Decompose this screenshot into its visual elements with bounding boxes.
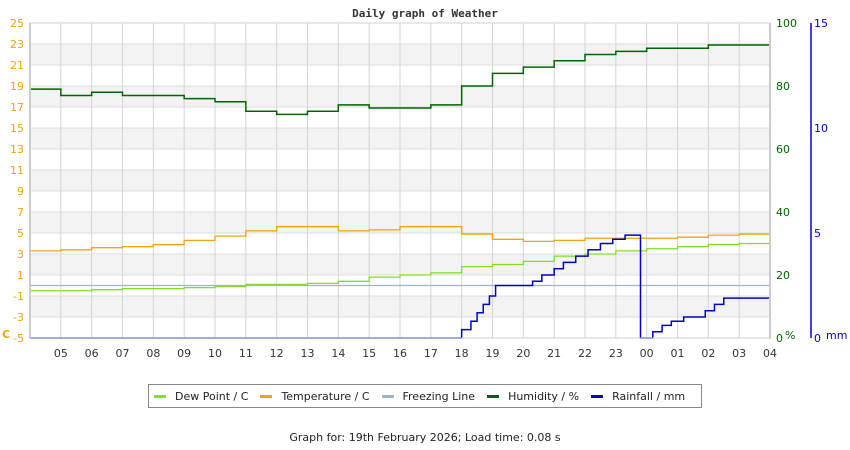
- svg-text:11: 11: [10, 164, 24, 177]
- rainfall-swatch-icon: [591, 394, 604, 398]
- svg-text:15: 15: [10, 122, 24, 135]
- legend-item-freezing-line: Freezing Line: [381, 389, 476, 403]
- svg-text:23: 23: [10, 38, 24, 51]
- svg-text:10: 10: [814, 122, 828, 135]
- svg-text:20: 20: [776, 269, 790, 282]
- svg-text:60: 60: [776, 143, 790, 156]
- svg-text:19: 19: [486, 347, 500, 360]
- chart-title: Daily graph of Weather: [352, 7, 498, 20]
- rainfall-axis-ticks: 0 5 10 15: [814, 17, 828, 345]
- svg-text:18: 18: [455, 347, 469, 360]
- legend-item-humidity: Humidity / %: [487, 390, 579, 403]
- plot-axes: [29, 22, 812, 339]
- svg-text:16: 16: [393, 347, 407, 360]
- legend-label: Rainfall / mm: [612, 389, 686, 403]
- svg-text:5: 5: [814, 227, 821, 240]
- svg-text:21: 21: [547, 347, 561, 360]
- svg-text:05: 05: [54, 347, 68, 360]
- legend-item-rainfall: Rainfall / mm: [591, 390, 685, 403]
- temperature-unit-label: C: [2, 328, 10, 341]
- svg-text:-5: -5: [13, 332, 24, 345]
- svg-text:11: 11: [239, 347, 253, 360]
- time-axis-ticks: 05 06 07 08 09 10 11 12 13 14 15 16 17 18 19 20 21 22 23 00…: [54, 347, 777, 360]
- svg-text:15: 15: [814, 17, 828, 30]
- svg-text:5: 5: [17, 227, 24, 240]
- svg-text:17: 17: [10, 101, 24, 114]
- legend-label: Dew Point / C: [175, 389, 249, 403]
- svg-text:100: 100: [776, 17, 797, 30]
- svg-text:80: 80: [776, 80, 790, 93]
- rainfall-unit-label: mm: [826, 329, 847, 342]
- svg-text:13: 13: [10, 143, 24, 156]
- svg-text:10: 10: [208, 347, 222, 360]
- svg-text:08: 08: [146, 347, 160, 360]
- svg-text:00: 00: [640, 347, 654, 360]
- svg-text:20: 20: [516, 347, 530, 360]
- svg-text:02: 02: [701, 347, 715, 360]
- svg-text:9: 9: [17, 185, 24, 198]
- svg-text:15: 15: [362, 347, 376, 360]
- svg-text:13: 13: [301, 347, 315, 360]
- svg-text:07: 07: [116, 347, 130, 360]
- svg-text:04: 04: [763, 347, 777, 360]
- chart-legend: Dew Point / C Temperature / C Freezing L…: [148, 384, 702, 408]
- svg-text:0: 0: [776, 332, 783, 345]
- svg-text:21: 21: [10, 59, 24, 72]
- svg-text:3: 3: [17, 248, 24, 261]
- plot-series: [30, 44, 771, 339]
- svg-text:09: 09: [177, 347, 191, 360]
- dew-point-swatch-icon: [154, 394, 166, 398]
- svg-text:01: 01: [671, 347, 685, 360]
- svg-text:-3: -3: [13, 311, 24, 324]
- temperature-swatch-icon: [260, 394, 273, 398]
- svg-text:40: 40: [776, 206, 790, 219]
- humidity-swatch-icon: [487, 394, 500, 398]
- graph-footer: Graph for: 19th February 2026; Load time…: [289, 431, 561, 444]
- legend-label: Humidity / %: [508, 389, 580, 403]
- svg-text:03: 03: [732, 347, 746, 360]
- svg-text:-1: -1: [13, 290, 24, 303]
- svg-text:1: 1: [17, 269, 24, 282]
- freezing-line-swatch-icon: [381, 394, 394, 398]
- svg-text:7: 7: [17, 206, 24, 219]
- svg-text:12: 12: [270, 347, 284, 360]
- legend-label: Temperature / C: [281, 389, 370, 403]
- svg-text:17: 17: [424, 347, 438, 360]
- weather-chart: Daily graph of Weather -5-3-113579111315…: [2, 7, 847, 360]
- humidity-unit-label: %: [785, 329, 795, 342]
- svg-text:06: 06: [85, 347, 99, 360]
- svg-text:23: 23: [609, 347, 623, 360]
- svg-text:19: 19: [10, 80, 24, 93]
- legend-item-temperature: Temperature / C: [260, 389, 370, 403]
- svg-text:22: 22: [578, 347, 592, 360]
- humidity-axis-ticks: 0 20 40 60 80 100: [776, 17, 797, 345]
- svg-text:25: 25: [10, 17, 24, 30]
- svg-text:0: 0: [814, 332, 821, 345]
- legend-label: Freezing Line: [402, 389, 476, 403]
- svg-text:14: 14: [331, 347, 345, 360]
- legend-item-dew-point: Dew Point / C: [154, 390, 248, 403]
